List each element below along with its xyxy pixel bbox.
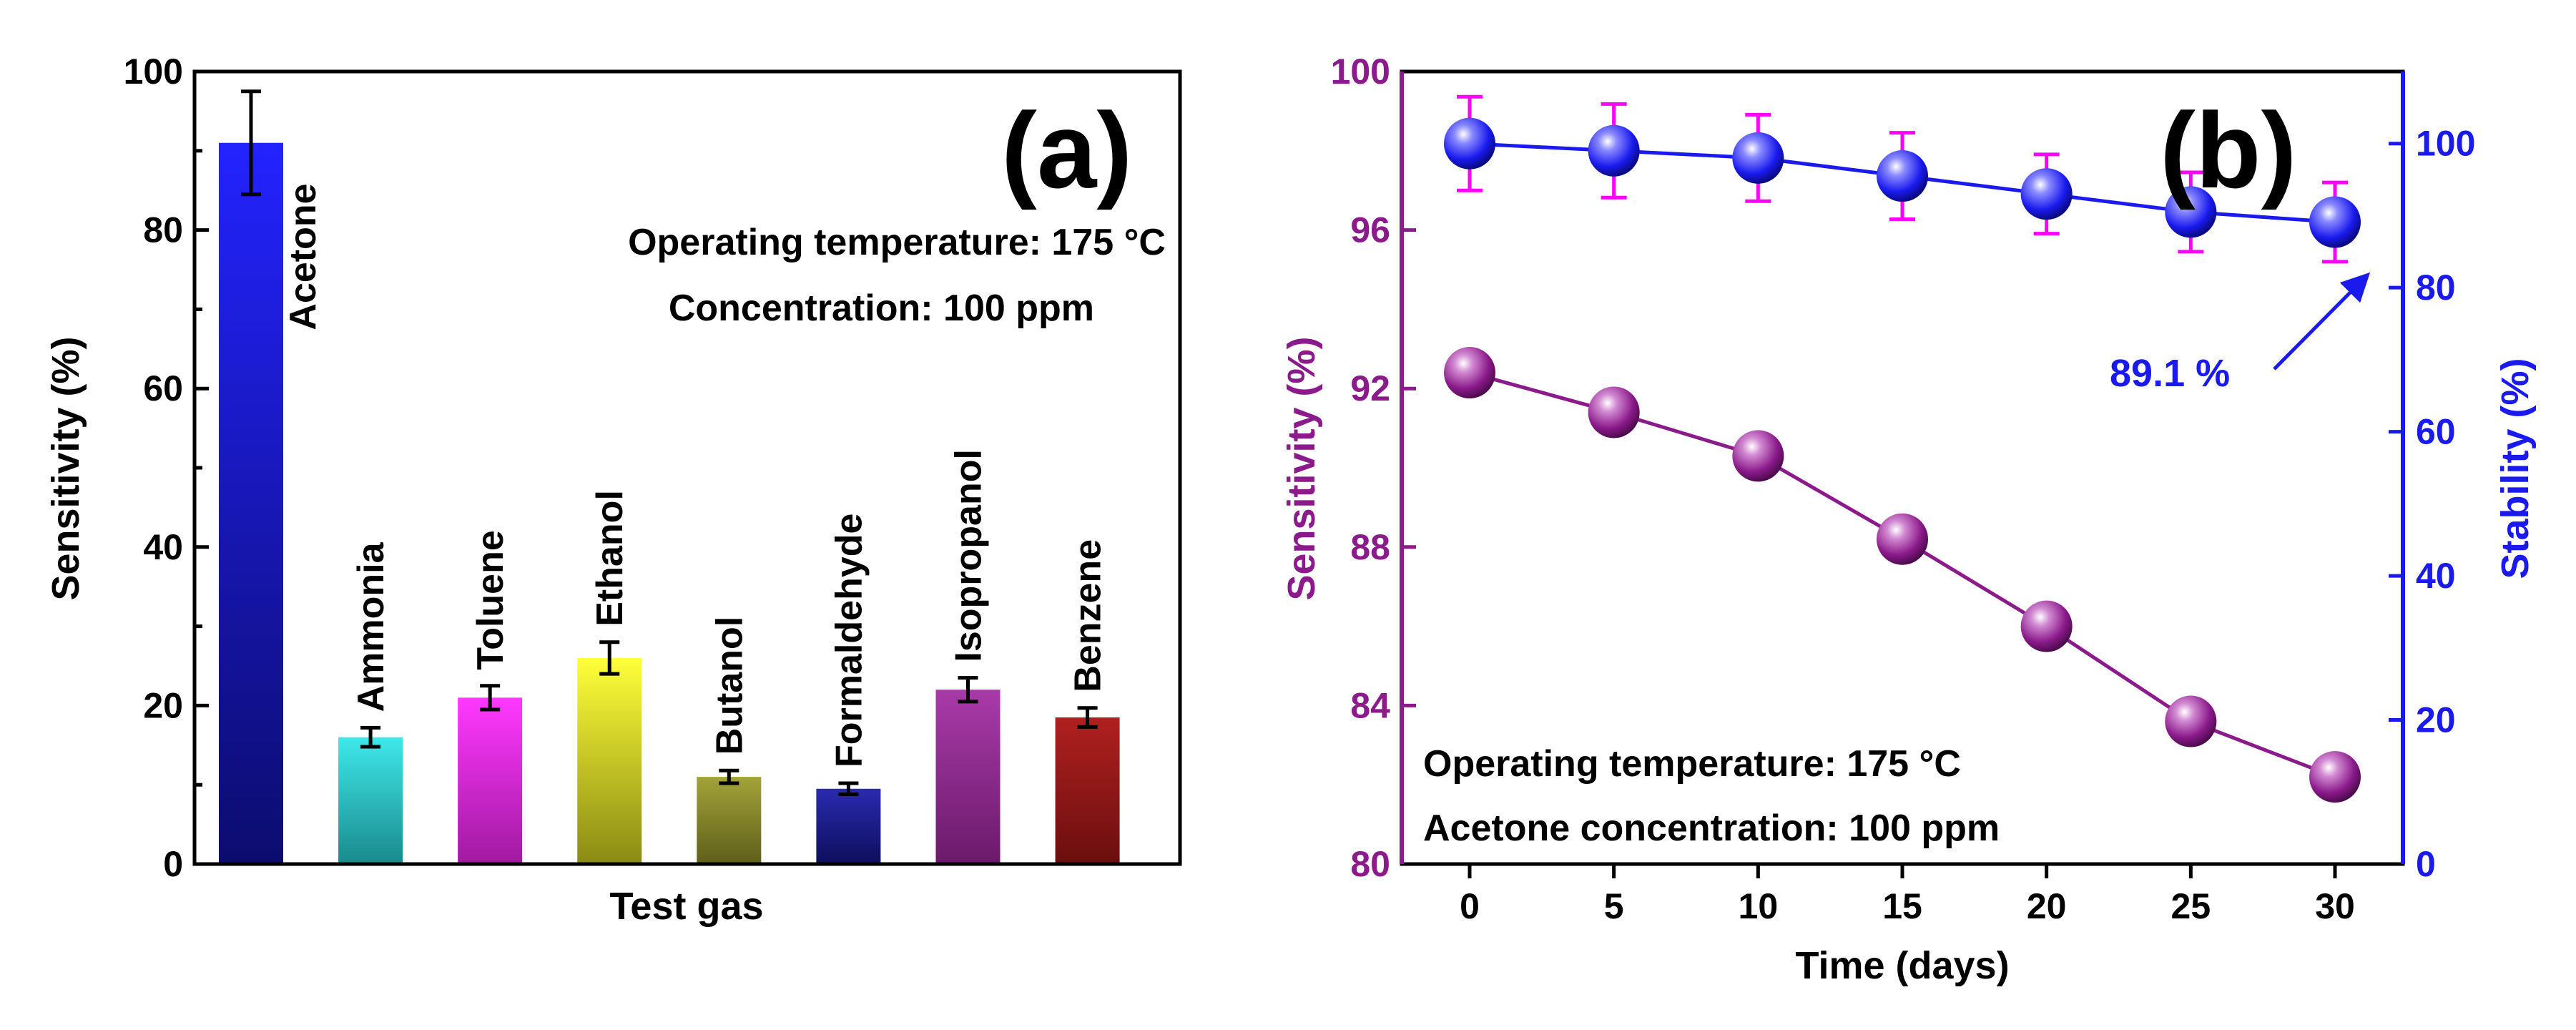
y-tick-label-a: 40	[143, 527, 183, 567]
y-tick-label-a: 100	[124, 52, 183, 92]
bar-benzene	[1055, 717, 1120, 864]
data-point-stability	[1588, 124, 1640, 177]
right-y-tick-label: 60	[2416, 412, 2456, 452]
data-point-sensitivity	[2165, 695, 2217, 747]
error-bar-ethanol	[599, 640, 620, 676]
series-lines	[1444, 94, 2361, 803]
bar-label-ammonia: Ammonia	[350, 541, 392, 712]
panel-label-a: (a)	[1001, 90, 1132, 210]
error-bar-acetone	[241, 89, 261, 197]
error-bar-butanol	[719, 768, 739, 785]
bar-label-isopropanol: Isopropanol	[948, 449, 989, 662]
right-y-axis-label-b: Stability (%)	[2494, 358, 2537, 579]
right-y-tick-label: 40	[2416, 556, 2456, 596]
bar-label-benzene: Benzene	[1068, 539, 1109, 692]
bar-series	[219, 142, 1120, 865]
x-tick-label-b: 10	[1739, 886, 1779, 926]
error-bars	[241, 89, 1098, 796]
x-axis-label-b: Time (days)	[1795, 944, 2009, 987]
x-axis-ticks: 0 5 10 15 20 25 30	[1460, 864, 2355, 926]
error-bar-formaldehyde	[838, 781, 859, 796]
bar-acetone	[219, 142, 283, 865]
bar-chart-panel-a: Acetone Ammonia Toluene Ethanol Butanol Forma…	[44, 52, 1182, 928]
y-tick-label-a: 80	[143, 210, 183, 250]
data-point-stability	[1444, 117, 1495, 170]
bar-label-butanol: Butanol	[709, 617, 750, 755]
left-y-tick-label: 92	[1350, 368, 1390, 408]
data-point-sensitivity	[1877, 513, 1928, 565]
left-y-tick-label: 88	[1350, 527, 1390, 567]
data-point-stability	[2020, 168, 2073, 220]
left-y-tick-label: 80	[1350, 844, 1390, 884]
x-tick-label-b: 0	[1460, 886, 1480, 926]
y-axis-ticks: 0 20 40 60 80 100	[124, 52, 209, 884]
x-tick-label-b: 15	[1882, 886, 1922, 926]
left-y-tick-label: 84	[1350, 685, 1390, 725]
y-axis-label-a: Sensitivity (%)	[44, 336, 87, 600]
data-point-stability	[1877, 150, 1928, 202]
bar-label-acetone: Acetone	[282, 183, 324, 330]
bar-label-formaldehyde: Formaldehyde	[828, 514, 870, 767]
data-point-sensitivity	[1588, 386, 1640, 438]
bar-label-ethanol: Ethanol	[589, 490, 631, 627]
bar-toluene	[458, 697, 523, 864]
data-point-sensitivity	[1732, 430, 1784, 482]
bar-labels: Acetone Ammonia Toluene Ethanol Butanol Forma…	[282, 183, 1109, 767]
bar-ammonia	[338, 737, 403, 864]
left-y-axis-label-b: Sensitivity (%)	[1280, 336, 1323, 600]
x-tick-label-b: 20	[2027, 886, 2067, 926]
right-y-tick-label: 0	[2416, 844, 2436, 884]
stability-callout: 89.1 %	[2110, 352, 2230, 395]
x-tick-label-b: 30	[2315, 886, 2355, 926]
left-y-tick-label: 100	[1331, 52, 1390, 92]
right-y-tick-label: 20	[2416, 700, 2456, 740]
bar-isopropanol	[935, 690, 1001, 864]
right-y-tick-label: 100	[2416, 124, 2475, 164]
panel-label-b: (b)	[2160, 90, 2297, 210]
data-point-sensitivity	[2020, 600, 2073, 652]
annotation-concentration-a: Concentration: 100 ppm	[669, 288, 1094, 329]
y-tick-label-a: 20	[143, 685, 183, 725]
x-tick-label-b: 5	[1604, 886, 1624, 926]
data-point-stability	[2165, 186, 2217, 238]
right-y-tick-label: 80	[2416, 268, 2456, 308]
callout-arrow	[2273, 272, 2371, 371]
data-point-sensitivity	[1444, 347, 1495, 399]
annotation-temperature-b: Operating temperature: 175 °C	[1423, 743, 1961, 785]
left-y-axis-ticks: 80 84 88 92 96 100	[1331, 52, 1416, 884]
x-tick-label-b: 25	[2171, 886, 2211, 926]
data-point-stability	[2309, 196, 2361, 248]
annotation-concentration-b: Acetone concentration: 100 ppm	[1423, 808, 2000, 849]
y-tick-label-a: 60	[143, 368, 183, 408]
error-bar-toluene	[480, 684, 501, 712]
bar-label-toluene: Toluene	[470, 530, 511, 670]
annotation-temperature-a: Operating temperature: 175 °C	[628, 222, 1166, 263]
bar-ethanol	[577, 657, 642, 864]
x-axis-label-a: Test gas	[609, 885, 763, 928]
left-y-tick-label: 96	[1350, 210, 1390, 250]
data-point-stability	[1732, 132, 1784, 184]
error-bar-isopropanol	[958, 676, 978, 704]
error-bar-benzene	[1077, 706, 1098, 729]
bar-formaldehyde	[816, 788, 881, 864]
data-point-sensitivity	[2309, 751, 2361, 803]
error-bar-ammonia	[360, 725, 381, 749]
y-tick-label-a: 0	[163, 844, 183, 884]
bar-butanol	[697, 777, 762, 864]
plot-frame-a	[192, 69, 1182, 866]
